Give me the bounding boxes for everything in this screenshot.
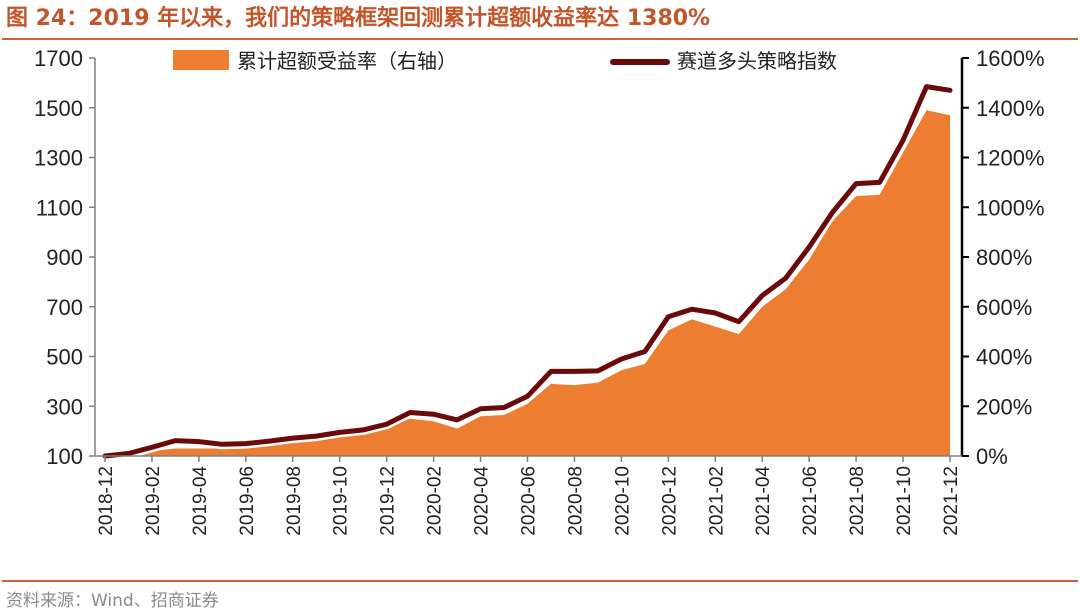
x-tick-label: 2020-12	[659, 466, 680, 536]
left-tick-label: 700	[46, 295, 83, 320]
area-layer	[105, 110, 950, 456]
right-tick-label: 1600%	[976, 46, 1045, 71]
line-layer	[100, 81, 955, 461]
x-tick-label: 2020-06	[519, 466, 540, 536]
title-divider	[2, 38, 1078, 40]
right-tick-label: 1400%	[976, 96, 1045, 121]
series-line-index	[102, 84, 953, 459]
x-tick-label: 2018-12	[96, 466, 117, 536]
x-tick-label: 2019-06	[237, 466, 258, 536]
chart: 100 300 500 700 900 1100 1300 1500 1700 0% 200% 400…	[34, 46, 1044, 536]
x-tick-label: 2019-02	[143, 466, 164, 536]
x-tick-label: 2021-06	[800, 466, 821, 536]
x-tick-label: 2020-10	[612, 466, 633, 536]
legend-label-line: 赛道多头策略指数	[677, 49, 837, 73]
left-tick-label: 1700	[34, 46, 83, 71]
legend: 累计超额受益率（右轴） 赛道多头策略指数	[173, 49, 837, 73]
left-tick-label: 300	[46, 394, 83, 419]
x-tick-label: 2020-08	[565, 466, 586, 536]
right-tick-label: 600%	[976, 295, 1032, 320]
left-tick-label: 500	[46, 345, 83, 370]
source-divider	[2, 580, 1078, 582]
left-tick-label: 100	[46, 444, 83, 469]
x-tick-label: 2021-10	[894, 466, 915, 536]
right-tick-label: 1000%	[976, 195, 1045, 220]
x-tick-label: 2019-10	[331, 466, 352, 536]
axis-layer: 100 300 500 700 900 1100 1300 1500 1700 0% 200% 400…	[34, 46, 1044, 536]
x-tick-label: 2019-08	[284, 466, 305, 536]
x-tick-label: 2020-04	[472, 466, 493, 536]
x-tick-label: 2019-12	[378, 466, 399, 536]
left-tick-label: 900	[46, 245, 83, 270]
left-tick-label: 1100	[36, 195, 83, 220]
right-tick-label: 800%	[976, 245, 1032, 270]
x-tick-label: 2021-02	[706, 466, 727, 536]
left-tick-label: 1500	[34, 96, 83, 121]
series-area-excess-return	[105, 110, 950, 456]
right-tick-label: 200%	[976, 394, 1032, 419]
source-note: 资料来源：Wind、招商证券	[6, 591, 219, 611]
right-tick-label: 400%	[976, 345, 1032, 370]
x-tick-label: 2020-02	[425, 466, 446, 536]
x-tick-label: 2019-04	[190, 466, 211, 536]
right-tick-label: 0%	[976, 444, 1008, 469]
legend-label-area: 累计超额受益率（右轴）	[237, 49, 457, 73]
x-tick-label: 2021-08	[847, 466, 868, 536]
right-tick-label: 1200%	[976, 146, 1045, 171]
x-tick-label: 2021-04	[753, 466, 774, 536]
legend-swatch-area	[173, 50, 229, 70]
left-tick-label: 1300	[34, 146, 83, 171]
x-tick-label: 2021-12	[941, 466, 962, 536]
figure-title: 图 24：2019 年以来，我们的策略框架回测累计超额收益率达 1380%	[6, 6, 711, 31]
